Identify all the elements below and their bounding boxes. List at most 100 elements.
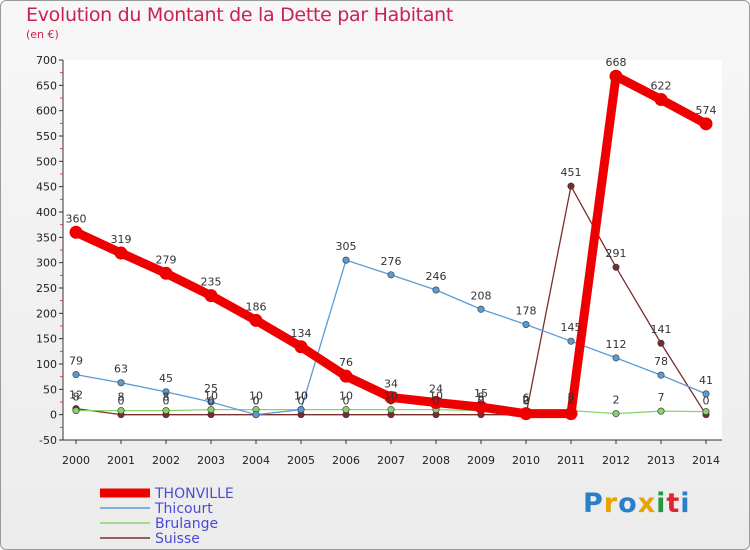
y-tick-label: 350: [36, 231, 57, 244]
data-label: 2: [568, 394, 575, 407]
data-label: 0: [343, 395, 350, 408]
data-point: [69, 225, 83, 239]
data-label: 41: [699, 374, 713, 387]
data-point: [429, 396, 443, 410]
data-label: 2: [613, 394, 620, 407]
legend-label: Suisse: [155, 531, 200, 547]
data-point: [342, 406, 350, 414]
data-label: 0: [703, 395, 710, 408]
data-point: [204, 289, 218, 303]
data-label: 0: [298, 395, 305, 408]
data-label: 10: [384, 390, 398, 403]
data-point: [117, 407, 125, 415]
data-point: [252, 411, 260, 419]
data-point: [294, 340, 308, 354]
y-tick-label: 200: [36, 307, 57, 320]
data-label: 186: [246, 300, 267, 313]
data-label: 0: [433, 395, 440, 408]
y-tick-label: 700: [36, 54, 57, 67]
data-point: [342, 256, 350, 264]
data-point: [162, 388, 170, 396]
data-point: [612, 263, 620, 271]
data-point: [702, 408, 710, 416]
data-point: [384, 390, 398, 404]
data-point: [657, 407, 665, 415]
data-label: 246: [426, 270, 447, 283]
data-label: 6: [523, 392, 530, 405]
data-label: 574: [696, 104, 717, 117]
data-label: 34: [384, 377, 398, 390]
data-label: 25: [204, 382, 218, 395]
y-tick-label: 250: [36, 282, 57, 295]
x-tick-label: 2012: [602, 454, 630, 467]
data-label: 291: [606, 247, 627, 260]
data-point: [249, 313, 263, 327]
data-point: [612, 410, 620, 418]
data-label: 319: [111, 233, 132, 246]
chart-title: Evolution du Montant de la Dette par Hab…: [26, 4, 454, 26]
logo-letter: P: [583, 488, 604, 519]
data-point: [432, 286, 440, 294]
data-label: 10: [204, 390, 218, 403]
data-label: 2: [523, 394, 530, 407]
data-point: [387, 406, 395, 414]
data-label: 276: [381, 255, 402, 268]
data-label: 0: [523, 395, 530, 408]
data-point: [522, 320, 530, 328]
logo-letter: x: [637, 488, 657, 519]
data-label: 451: [561, 166, 582, 179]
data-point: [117, 379, 125, 387]
x-tick-label: 2013: [647, 454, 675, 467]
x-tick-label: 2003: [197, 454, 225, 467]
data-point: [159, 266, 173, 280]
data-label: 622: [651, 80, 672, 93]
data-label: 10: [294, 390, 308, 403]
data-label: 8: [568, 391, 575, 404]
logo-letter: i: [680, 488, 691, 519]
logo-letter: r: [603, 488, 619, 519]
x-tick-label: 2006: [332, 454, 360, 467]
x-tick-label: 2002: [152, 454, 180, 467]
y-tick-label: -50: [39, 434, 57, 447]
y-tick-label: 400: [36, 206, 57, 219]
data-label: 8: [73, 391, 80, 404]
data-label: 8: [478, 391, 485, 404]
y-tick-label: 650: [36, 79, 57, 92]
data-point: [162, 407, 170, 415]
data-point: [564, 407, 578, 421]
data-label: 79: [69, 355, 83, 368]
y-tick-label: 50: [43, 383, 57, 396]
data-point: [519, 407, 533, 421]
data-label: 178: [516, 304, 537, 317]
y-tick-label: 600: [36, 105, 57, 118]
y-tick-label: 500: [36, 155, 57, 168]
data-point: [207, 406, 215, 414]
y-tick-label: 300: [36, 257, 57, 270]
data-label: 63: [114, 363, 128, 376]
data-label: 76: [339, 356, 353, 369]
data-label: 15: [474, 387, 488, 400]
data-point: [612, 354, 620, 362]
data-label: 10: [294, 390, 308, 403]
data-label: 668: [606, 56, 627, 69]
data-label: 279: [156, 253, 177, 266]
data-label: 235: [201, 276, 222, 289]
data-point: [387, 271, 395, 279]
data-label: 134: [291, 327, 312, 340]
data-label: 12: [69, 389, 83, 402]
data-label: 10: [249, 390, 263, 403]
data-point: [657, 371, 665, 379]
data-label: 305: [336, 240, 357, 253]
data-point: [477, 305, 485, 313]
x-tick-label: 2007: [377, 454, 405, 467]
data-label: 24: [429, 383, 443, 396]
y-tick-label: 150: [36, 333, 57, 346]
data-point: [339, 369, 353, 383]
data-label: 10: [339, 390, 353, 403]
data-label: 10: [429, 390, 443, 403]
data-label: 8: [163, 391, 170, 404]
data-point: [567, 182, 575, 190]
y-tick-label: 100: [36, 358, 57, 371]
data-label: 0: [208, 395, 215, 408]
